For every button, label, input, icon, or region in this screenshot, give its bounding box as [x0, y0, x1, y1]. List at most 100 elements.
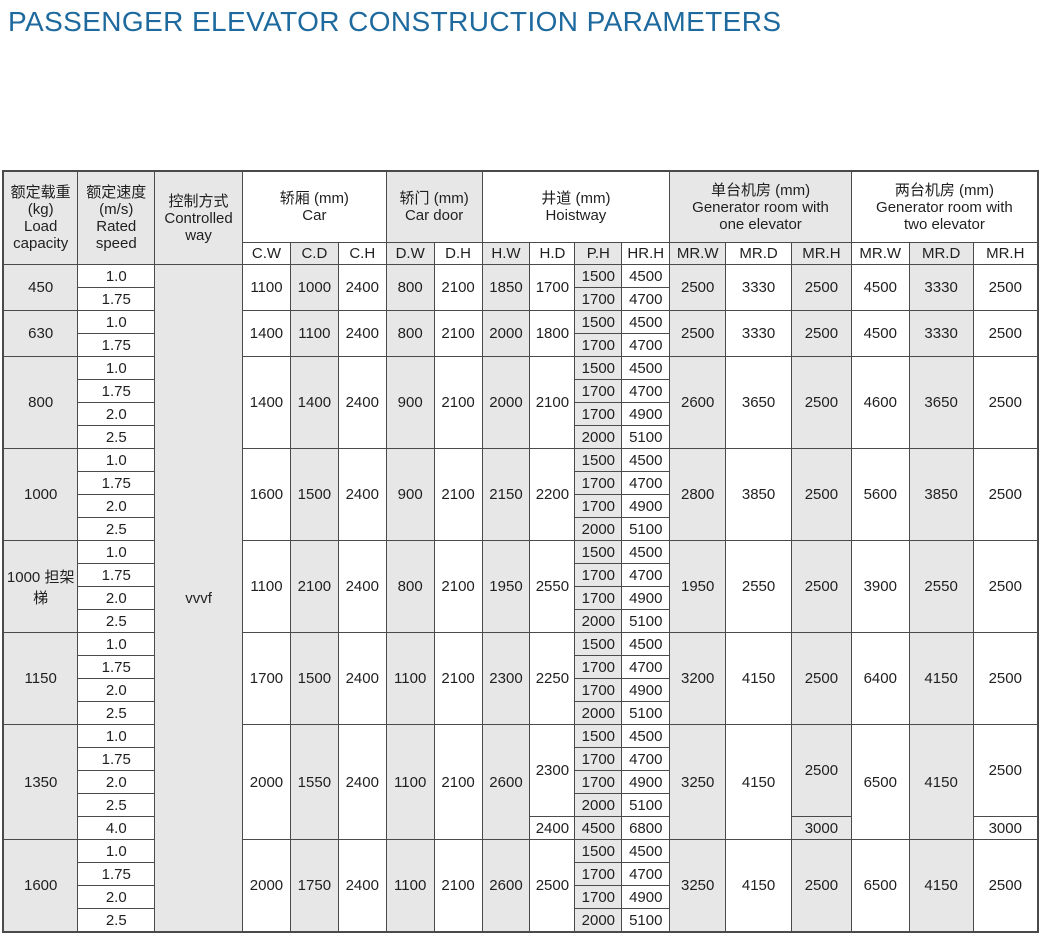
- machine-room-one-depth-cell: 3650: [725, 356, 792, 449]
- table-row: 2.0 1700 4900: [3, 586, 1038, 610]
- subheader-mrw-9: MR.W: [669, 242, 727, 265]
- car-height-cell: 2400: [337, 632, 387, 725]
- headroom-height-cell: 5100: [621, 425, 671, 449]
- headroom-height-cell: 4500: [621, 540, 671, 564]
- subheader-mrd-10: MR.D: [725, 242, 792, 265]
- headroom-height-cell: 4700: [621, 747, 671, 771]
- machine-room-one-height-cell: 2500: [790, 356, 852, 449]
- hoistway-depth-cell: 2200: [529, 448, 576, 541]
- rated-speed-cell: 1.0: [77, 632, 156, 656]
- header-car-line: Car: [302, 207, 327, 224]
- headroom-height-cell: 4500: [621, 264, 671, 288]
- table-row: 1000 担架梯 1.0 1100 2100 2400 800 2100 1950 2550 15…: [2, 540, 1039, 633]
- machine-room-two-height-cell: 2500: [972, 724, 1039, 817]
- hoistway-depth-cell: 2400: [529, 816, 576, 840]
- headroom-height-cell: 4700: [621, 333, 671, 357]
- pit-height-cell: 2000: [574, 517, 623, 541]
- header-hoistway-line: Hoistway: [545, 207, 607, 224]
- header-generator-room-one-line: 单台机房 (mm): [710, 181, 811, 199]
- subheader-hw-5: H.W: [481, 242, 531, 265]
- machine-room-one-depth-cell: 4150: [725, 724, 792, 840]
- car-height-cell: 2400: [337, 839, 387, 933]
- rated-speed-cell: 1.0: [77, 448, 156, 472]
- rated-speed-cell: 2.5: [77, 908, 156, 933]
- machine-room-two-width-cell: 4500: [850, 264, 910, 311]
- rated-speed-cell: 2.5: [77, 793, 156, 817]
- hoistway-depth-cell: 2300: [529, 724, 576, 817]
- rated-speed-cell: 1.75: [77, 333, 156, 357]
- headroom-height-cell: 4500: [621, 839, 671, 863]
- machine-room-two-height-cell: 3000: [972, 816, 1039, 840]
- table-row: 1000 1.0 1600 1500 2400 900 2100 2150 2200 1500 45…: [2, 448, 1039, 541]
- table-row: 630 1.0 1400 1100 2400 800 2100 2000 1800 1500 450…: [2, 310, 1039, 357]
- subheader-mrh-14: MR.H: [972, 242, 1039, 265]
- car-width-cell: 1100: [242, 264, 291, 311]
- load-capacity-cell: 1000 担架梯: [2, 540, 79, 633]
- machine-room-one-height-cell: 3000: [790, 816, 852, 840]
- machine-room-one-height-cell: 2500: [790, 632, 852, 725]
- header-rated-speed-line: Rated: [96, 218, 137, 235]
- machine-room-one-width-cell: 2500: [669, 264, 727, 311]
- machine-room-one-width-cell: 3200: [669, 632, 727, 725]
- machine-room-two-width-cell: 4600: [850, 356, 910, 449]
- machine-room-one-width-cell: 2800: [669, 448, 727, 541]
- table-body: 450 1.0 vvvf 1100 1000 2400 800 2100 1850 1700 150…: [2, 264, 1039, 933]
- table-row: 1.75 1700 4700: [3, 862, 1038, 886]
- table-row: 1350 1.0 2000 1550 2400 1100 2100 2600 2300 1500 4…: [2, 724, 1039, 840]
- header-load-capacity-line: (kg): [27, 201, 54, 218]
- machine-room-one-depth-cell: 2550: [725, 540, 792, 633]
- headroom-height-cell: 4900: [621, 586, 671, 610]
- machine-room-two-width-cell: 3900: [850, 540, 910, 633]
- rated-speed-cell: 1.75: [77, 287, 156, 311]
- table-row: 1.75 1700 4700: [3, 655, 1038, 679]
- door-width-cell: 800: [385, 540, 435, 633]
- pit-height-cell: 1700: [574, 379, 623, 403]
- parameters-table: 额定载重 (kg) Load capacity 额定速度 (m/s) Rated speed 控…: [2, 170, 1039, 933]
- pit-height-cell: 2000: [574, 609, 623, 633]
- car-depth-cell: 1500: [289, 632, 339, 725]
- load-capacity-cell: 1350: [2, 724, 79, 840]
- rated-speed-cell: 1.75: [77, 379, 156, 403]
- table-row: 2.0 1700 4900: [3, 770, 1038, 794]
- machine-room-two-depth-cell: 3330: [908, 310, 974, 357]
- car-width-cell: 2000: [242, 724, 291, 840]
- machine-room-two-depth-cell: 3330: [908, 264, 974, 311]
- car-depth-cell: 1400: [289, 356, 339, 449]
- pit-height-cell: 2000: [574, 425, 623, 449]
- subheader-mrd-13: MR.D: [908, 242, 974, 265]
- header-load-capacity-line: Load: [24, 218, 58, 235]
- door-width-cell: 1100: [385, 839, 435, 933]
- machine-room-two-height-cell: 2500: [972, 540, 1039, 633]
- machine-room-one-height-cell: 2500: [790, 264, 852, 311]
- car-height-cell: 2400: [337, 356, 387, 449]
- headroom-height-cell: 4700: [621, 379, 671, 403]
- hoistway-depth-cell: 2100: [529, 356, 576, 449]
- car-depth-cell: 1500: [289, 448, 339, 541]
- load-capacity-cell: 630: [2, 310, 79, 357]
- machine-room-one-width-cell: 3250: [669, 839, 727, 933]
- car-depth-cell: 1750: [289, 839, 339, 933]
- rated-speed-cell: 1.0: [77, 356, 156, 380]
- machine-room-two-width-cell: 4500: [850, 310, 910, 357]
- door-height-cell: 2100: [433, 264, 483, 311]
- header-generator-room-one-line: Generator room with: [692, 198, 829, 216]
- hoistway-depth-cell: 2250: [529, 632, 576, 725]
- hoistway-width-cell: 1950: [481, 540, 531, 633]
- pit-height-cell: 1500: [574, 632, 623, 656]
- pit-height-cell: 1500: [574, 356, 623, 380]
- table-row: 2.0 1700 4900: [3, 402, 1038, 426]
- hoistway-depth-cell: 2550: [529, 540, 576, 633]
- rated-speed-cell: 1.0: [77, 724, 156, 748]
- headroom-height-cell: 4500: [621, 448, 671, 472]
- rated-speed-cell: 1.0: [77, 540, 156, 564]
- pit-height-cell: 1700: [574, 494, 623, 518]
- machine-room-two-depth-cell: 4150: [908, 839, 974, 933]
- pit-height-cell: 1700: [574, 287, 623, 311]
- subheader-mrh-11: MR.H: [790, 242, 852, 265]
- header-generator-room-two-line: two elevator: [903, 215, 985, 233]
- headroom-height-cell: 4500: [621, 310, 671, 334]
- rated-speed-cell: 2.5: [77, 517, 156, 541]
- hoistway-width-cell: 2600: [481, 724, 531, 840]
- pit-height-cell: 4500: [574, 816, 623, 840]
- pit-height-cell: 1500: [574, 264, 623, 288]
